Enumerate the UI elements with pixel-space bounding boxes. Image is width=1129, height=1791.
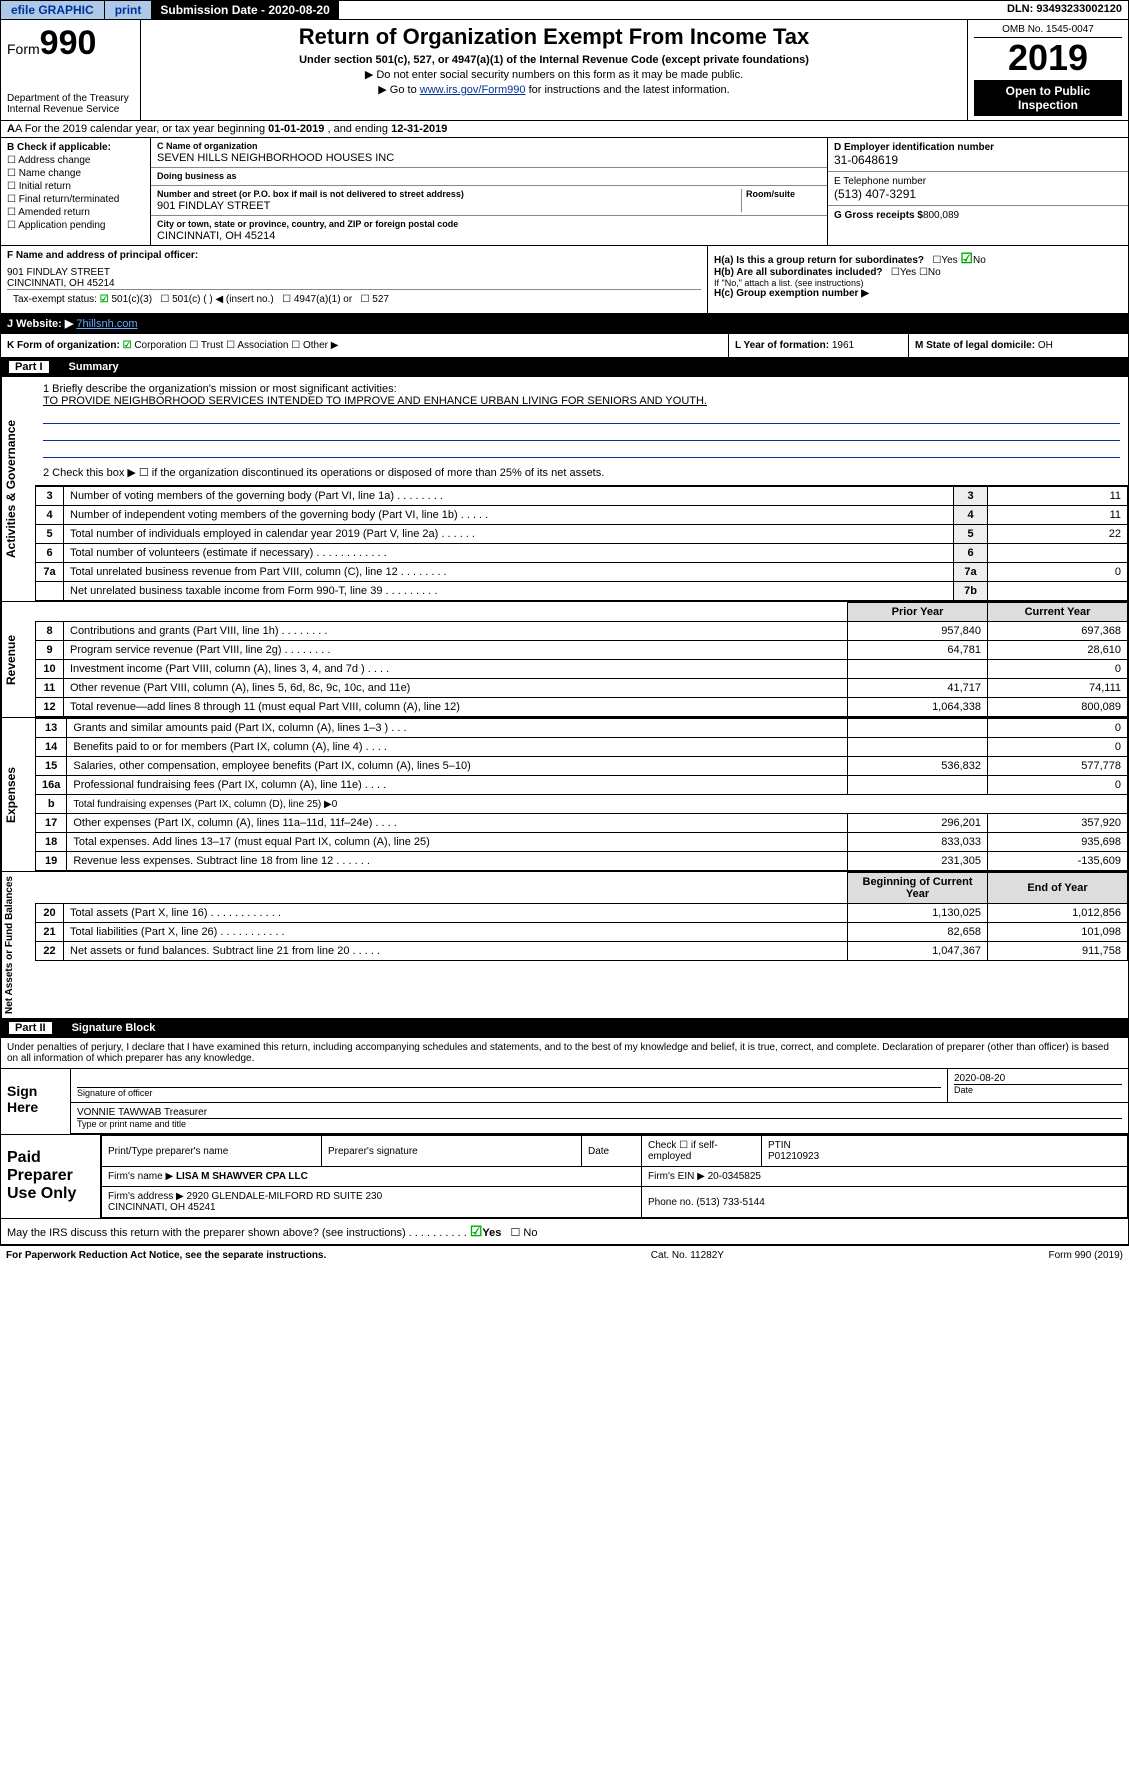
- part1-expenses: Expenses 13Grants and similar amounts pa…: [0, 718, 1129, 872]
- block-c: C Name of organization SEVEN HILLS NEIGH…: [151, 138, 828, 245]
- ha-answer: No: [973, 255, 986, 266]
- side-netassets: Net Assets or Fund Balances: [1, 872, 35, 1018]
- subtitle-2: ▶ Do not enter social security numbers o…: [147, 68, 961, 81]
- department: Department of the Treasury Internal Reve…: [7, 93, 134, 115]
- part1-governance: Activities & Governance 1 Briefly descri…: [0, 377, 1129, 602]
- print-link[interactable]: print: [105, 1, 153, 19]
- omb-number: OMB No. 1545-0047: [974, 24, 1122, 38]
- block-d: D Employer identification number 31-0648…: [828, 138, 1128, 245]
- part1-revenue: Revenue Prior YearCurrent Year8Contribut…: [0, 602, 1129, 718]
- part1-netassets: Net Assets or Fund Balances Beginning of…: [0, 872, 1129, 1019]
- sign-here: Sign Here Signature of officer 2020-08-2…: [0, 1069, 1129, 1135]
- row-fh: F Name and address of principal officer:…: [0, 246, 1129, 314]
- form-number: Form990: [7, 24, 134, 63]
- revenue-table: Prior YearCurrent Year8Contributions and…: [35, 602, 1128, 717]
- chk-other[interactable]: Other ▶: [291, 340, 338, 351]
- governance-table: 3Number of voting members of the governi…: [35, 486, 1128, 601]
- gross-receipts: 800,089: [923, 210, 959, 221]
- chk-4947[interactable]: 4947(a)(1) or: [282, 294, 352, 305]
- street-address: 901 FINDLAY STREET: [157, 200, 741, 212]
- ptin: P01210923: [768, 1151, 819, 1162]
- discuss-row: May the IRS discuss this return with the…: [0, 1219, 1129, 1245]
- subtitle-3: ▶ Go to www.irs.gov/Form990 for instruct…: [147, 83, 961, 96]
- side-expenses: Expenses: [1, 718, 35, 871]
- chk-501c[interactable]: 501(c) ( ) ◀ (insert no.): [160, 294, 273, 305]
- telephone: (513) 407-3291: [834, 187, 1122, 201]
- side-revenue: Revenue: [1, 602, 35, 717]
- expenses-table: 13Grants and similar amounts paid (Part …: [35, 718, 1128, 871]
- city-state-zip: CINCINNATI, OH 45214: [157, 230, 821, 242]
- netassets-table: Beginning of Current YearEnd of Year20To…: [35, 872, 1128, 961]
- firm-phone: (513) 733-5144: [696, 1197, 764, 1208]
- efile-link[interactable]: efile GRAPHIC: [1, 1, 105, 19]
- footer: For Paperwork Reduction Act Notice, see …: [0, 1245, 1129, 1265]
- part2-header: Part II Signature Block: [0, 1019, 1129, 1038]
- chk-name[interactable]: Name change: [7, 168, 144, 179]
- topbar: efile GRAPHIC print Submission Date - 20…: [0, 0, 1129, 20]
- row-j: J Website: ▶ 7hillsnh.com: [0, 314, 1129, 334]
- chk-trust[interactable]: Trust: [189, 340, 223, 351]
- chk-501c3[interactable]: 501(c)(3): [100, 294, 152, 305]
- open-public-badge: Open to Public Inspection: [974, 80, 1122, 116]
- ein: 31-0648619: [834, 153, 1122, 167]
- form-title: Return of Organization Exempt From Incom…: [147, 24, 961, 50]
- website-link[interactable]: 7hillsnh.com: [76, 318, 137, 330]
- state-domicile: OH: [1038, 340, 1053, 351]
- block-b: B Check if applicable: Address change Na…: [1, 138, 151, 245]
- principal-officer: 901 FINDLAY STREET CINCINNATI, OH 45214: [7, 267, 701, 289]
- chk-final[interactable]: Final return/terminated: [7, 194, 144, 205]
- chk-initial[interactable]: Initial return: [7, 181, 144, 192]
- dln: DLN: 93493233002120: [1001, 1, 1128, 19]
- irs-link[interactable]: www.irs.gov/Form990: [420, 84, 526, 96]
- chk-assoc[interactable]: Association: [226, 340, 288, 351]
- submission-date: Submission Date - 2020-08-20: [152, 1, 338, 19]
- org-name: SEVEN HILLS NEIGHBORHOOD HOUSES INC: [157, 152, 821, 164]
- chk-address[interactable]: Address change: [7, 155, 144, 166]
- sign-date: 2020-08-20: [954, 1073, 1122, 1084]
- year-formation: 1961: [832, 340, 854, 351]
- discuss-yes: Yes: [482, 1227, 501, 1239]
- firm-name: LISA M SHAWVER CPA LLC: [176, 1171, 308, 1182]
- mission-text: TO PROVIDE NEIGHBORHOOD SERVICES INTENDE…: [43, 395, 1120, 407]
- tax-year: 2019: [974, 40, 1122, 76]
- officer-name: VONNIE TAWWAB Treasurer: [77, 1107, 1122, 1118]
- penalty-statement: Under penalties of perjury, I declare th…: [0, 1038, 1129, 1069]
- row-a-taxyear: AA For the 2019 calendar year, or tax ye…: [0, 121, 1129, 138]
- row-klm: K Form of organization: Corporation Trus…: [0, 334, 1129, 358]
- block-bcd: B Check if applicable: Address change Na…: [0, 138, 1129, 246]
- firm-ein: 20-0345825: [708, 1171, 761, 1182]
- paid-preparer: Paid Preparer Use Only Print/Type prepar…: [0, 1135, 1129, 1219]
- chk-pending[interactable]: Application pending: [7, 220, 144, 231]
- side-governance: Activities & Governance: [1, 377, 35, 601]
- chk-amended[interactable]: Amended return: [7, 207, 144, 218]
- subtitle-1: Under section 501(c), 527, or 4947(a)(1)…: [147, 54, 961, 66]
- part1-header: Part I Summary: [0, 358, 1129, 377]
- chk-527[interactable]: 527: [361, 294, 389, 305]
- chk-corp[interactable]: Corporation: [123, 340, 187, 351]
- form-header: Form990 Department of the Treasury Inter…: [0, 20, 1129, 121]
